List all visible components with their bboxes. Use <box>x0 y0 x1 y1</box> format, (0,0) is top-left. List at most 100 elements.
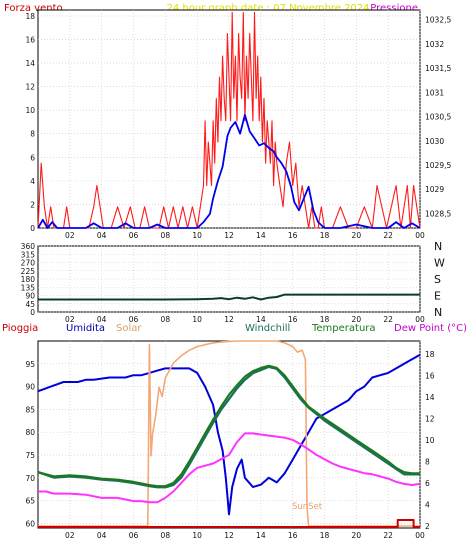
series-direction-line <box>38 293 420 301</box>
x-tick-label: 22 <box>383 531 393 540</box>
y-left-tick-label: 10 <box>25 106 35 115</box>
legend-dewpoint: Dew Point (°C) <box>394 323 466 334</box>
y-right-tick-label: 18 <box>425 350 435 359</box>
y-right-tick-label: 1029,5 <box>425 161 451 170</box>
y-right-compass-label: E <box>434 290 441 303</box>
y-right-tick-label: 16 <box>425 371 435 380</box>
x-tick-label: 06 <box>129 315 139 324</box>
grid-panel-2 <box>38 245 421 313</box>
pressure-label: Pressione <box>370 3 418 14</box>
x-tick-label: 00 <box>415 315 425 324</box>
x-tick-label: 04 <box>97 315 107 324</box>
y-left-tick-label: 8 <box>30 130 35 139</box>
ticks-panel-2: 02 04 06 08 10 12 14 16 18 20 22 000459013518022527… <box>21 240 445 324</box>
x-tick-label: 12 <box>224 315 234 324</box>
x-tick-label: 08 <box>161 231 171 240</box>
x-tick-label: 10 <box>192 315 202 324</box>
x-tick-label: 00 <box>415 231 425 240</box>
wind-label: Forza vento <box>4 3 63 14</box>
x-tick-label: 20 <box>352 531 362 540</box>
x-tick-label: 20 <box>352 231 362 240</box>
y-left-tick-label: 180 <box>21 275 36 284</box>
x-tick-label: 04 <box>97 531 107 540</box>
x-tick-label: 14 <box>256 231 266 240</box>
y-left-tick-label: 90 <box>25 292 35 301</box>
y-right-tick-label: 1030 <box>425 137 444 146</box>
y-left-tick-label: 2 <box>30 200 35 209</box>
x-tick-label: 16 <box>288 231 298 240</box>
ticks-panel-1: 02 04 06 08 10 12 14 16 18 20 22 000246810121416181… <box>25 12 451 240</box>
y-left-tick-label: 270 <box>21 259 36 268</box>
y-left-tick-label: 95 <box>25 360 35 369</box>
x-tick-label: 12 <box>224 531 234 540</box>
sunset-annotation: SunSet <box>292 502 323 512</box>
y-right-tick-label: 10 <box>425 436 435 445</box>
series-temperature-line <box>37 364 420 488</box>
y-left-tick-label: 65 <box>25 497 35 506</box>
y-left-tick-label: 135 <box>21 283 36 292</box>
x-tick-label: 06 <box>129 531 139 540</box>
x-tick-label: 10 <box>192 231 202 240</box>
y-right-tick-label: 12 <box>425 414 435 423</box>
series-humidity-line <box>37 353 421 516</box>
x-tick-label: 16 <box>288 531 298 540</box>
x-tick-label: 14 <box>256 315 266 324</box>
y-left-tick-label: 6 <box>30 153 35 162</box>
series-panel-3 <box>37 340 421 528</box>
y-right-compass-label: N <box>434 306 442 319</box>
y-left-tick-label: 45 <box>25 300 35 309</box>
y-right-tick-label: 14 <box>425 393 435 402</box>
y-right-tick-label: 1028,5 <box>425 209 451 218</box>
x-tick-label: 04 <box>97 231 107 240</box>
legend-umidita: Umidita <box>66 323 105 334</box>
x-tick-label: 18 <box>320 315 330 324</box>
y-right-tick-label: 8 <box>425 457 430 466</box>
y-left-tick-label: 75 <box>25 451 35 460</box>
y-right-compass-label: W <box>434 257 445 270</box>
x-tick-label: 14 <box>256 531 266 540</box>
y-right-tick-label: 1029 <box>425 185 444 194</box>
y-left-tick-label: 70 <box>25 474 35 483</box>
y-right-tick-label: 1032,5 <box>425 16 451 25</box>
y-left-tick-label: 14 <box>25 59 35 68</box>
series-panel-2 <box>38 293 420 301</box>
x-tick-label: 18 <box>320 231 330 240</box>
x-tick-label: 02 <box>65 231 75 240</box>
y-left-tick-label: 60 <box>25 519 35 528</box>
x-tick-label: 08 <box>161 531 171 540</box>
y-right-tick-label: 1031,5 <box>425 64 451 73</box>
x-tick-label: 12 <box>224 231 234 240</box>
series-solar-line <box>38 340 420 527</box>
legend-solar: Solar <box>116 323 142 334</box>
y-right-compass-label: N <box>434 240 442 253</box>
legend-windchill: Windchill <box>245 323 290 334</box>
y-left-tick-label: 16 <box>25 35 35 44</box>
y-left-tick-label: 12 <box>25 83 35 92</box>
y-left-tick-label: 315 <box>21 250 36 259</box>
y-right-tick-label: 1030,5 <box>425 113 451 122</box>
y-left-tick-label: 85 <box>25 405 35 414</box>
x-tick-label: 20 <box>352 315 362 324</box>
y-left-tick-label: 18 <box>25 12 35 21</box>
series-wind-gust-line <box>37 11 421 229</box>
legend-temperatura: Temperatura <box>311 323 376 334</box>
y-right-tick-label: 6 <box>425 479 430 488</box>
x-tick-label: 18 <box>320 531 330 540</box>
y-right-tick-label: 4 <box>425 500 430 509</box>
y-right-tick-label: 1032 <box>425 40 444 49</box>
x-tick-label: 06 <box>129 231 139 240</box>
x-tick-label: 02 <box>65 531 75 540</box>
y-left-tick-label: 80 <box>25 428 35 437</box>
graph-title: 24 hour graph date : 07 Novembre 2024 <box>166 3 369 14</box>
x-tick-label: 22 <box>383 231 393 240</box>
x-tick-label: 02 <box>65 315 75 324</box>
legend-pioggia: Pioggia <box>2 323 38 334</box>
y-left-tick-label: 225 <box>21 267 36 276</box>
x-tick-label: 10 <box>192 531 202 540</box>
y-left-tick-label: 4 <box>30 177 35 186</box>
y-right-compass-label: S <box>434 273 441 286</box>
y-left-tick-label: 360 <box>21 242 36 251</box>
y-right-tick-label: 1031 <box>425 88 444 97</box>
